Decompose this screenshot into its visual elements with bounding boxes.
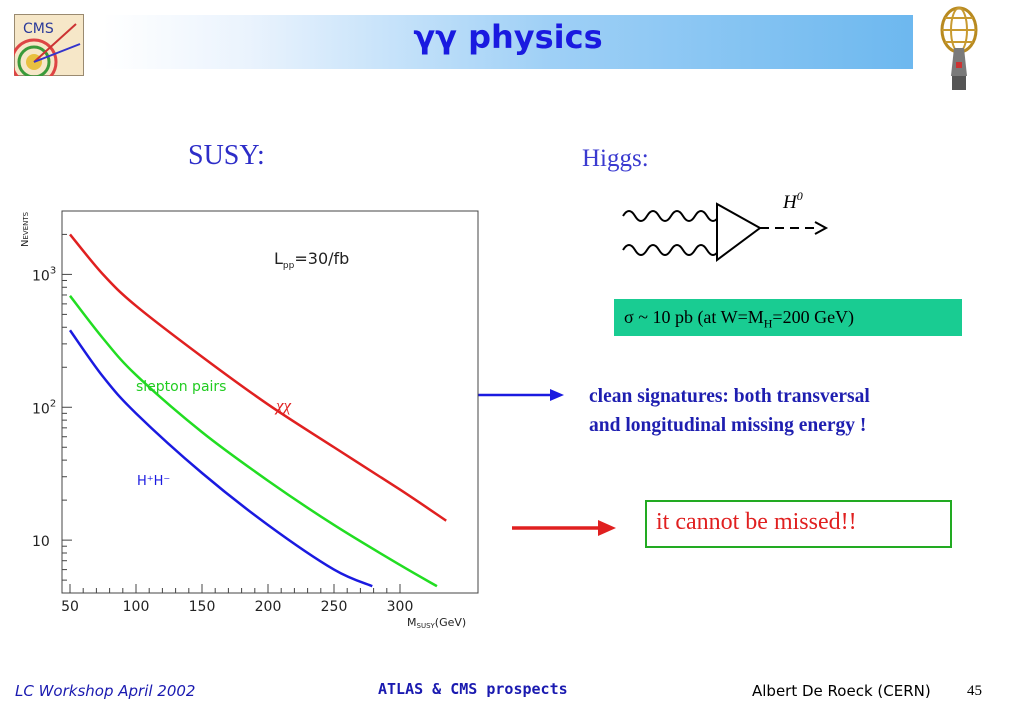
cross-section-text: σ ~ 10 pb (at W=MH=200 GeV) [624,307,855,331]
legend-label-chargino: χχ [274,396,291,415]
y-axis-label: NEVENTS [20,211,31,247]
series-line-0 [69,233,447,522]
x-axis-label: MSUSY(GeV) [407,616,466,630]
susy-label: SUSY: [188,140,265,171]
chart-annotation: Lpp=30/fb [274,249,349,271]
cms-logo-text: CMS [23,21,54,37]
cms-logo: CMS [14,14,84,76]
higgs-particle-sup: 0 [797,189,803,203]
plot-frame [61,210,479,594]
x-tick-label: 50 [61,599,79,615]
higgs-feynman-diagram: H0 [622,189,829,262]
photon-line-top [622,210,720,222]
series-line-1 [69,295,438,588]
svg-text:H0: H0 [782,189,803,213]
clean-signatures-note: clean signatures: both transversal and l… [589,386,870,436]
slide-title: γγ physics [413,18,603,56]
page-number: 45 [967,683,982,699]
atlas-logo-icon [940,6,978,90]
cross-section-box [614,299,962,336]
y-tick-label: 10 [32,534,50,550]
footer-workshop: LC Workshop April 2002 [15,682,196,700]
y-tick-label: 102 [32,398,56,417]
legend-label-charged-higgs: H⁺H⁻ [137,474,170,489]
x-tick-label: 200 [255,599,282,615]
cannot-be-missed-text: it cannot be missed!! [656,509,857,535]
higgs-label: Higgs: [582,145,649,172]
blue-arrow-icon [478,389,564,401]
footer-talk-title: ATLAS & CMS prospects [378,680,568,698]
higgs-particle: H [782,192,798,213]
footer-author: Albert De Roeck (CERN) [752,682,931,700]
title-bar [103,15,913,69]
series-line-2 [68,329,373,588]
susy-event-chart: 50 100 150 200 250 300 103 102 10 Lpp=30/fb χχ s… [20,210,479,630]
photon-line-bottom [622,244,720,256]
y-tick-label: 103 [32,265,56,284]
x-tick-label: 150 [189,599,216,615]
red-arrow-icon [512,520,616,536]
x-tick-label: 100 [123,599,150,615]
x-tick-label: 300 [387,599,414,615]
loop-triangle [716,202,762,262]
arrow-head-icon [814,221,829,235]
legend-label-slepton: slepton pairs [136,379,226,395]
cannot-be-missed-box [645,500,952,548]
x-tick-label: 250 [321,599,348,615]
